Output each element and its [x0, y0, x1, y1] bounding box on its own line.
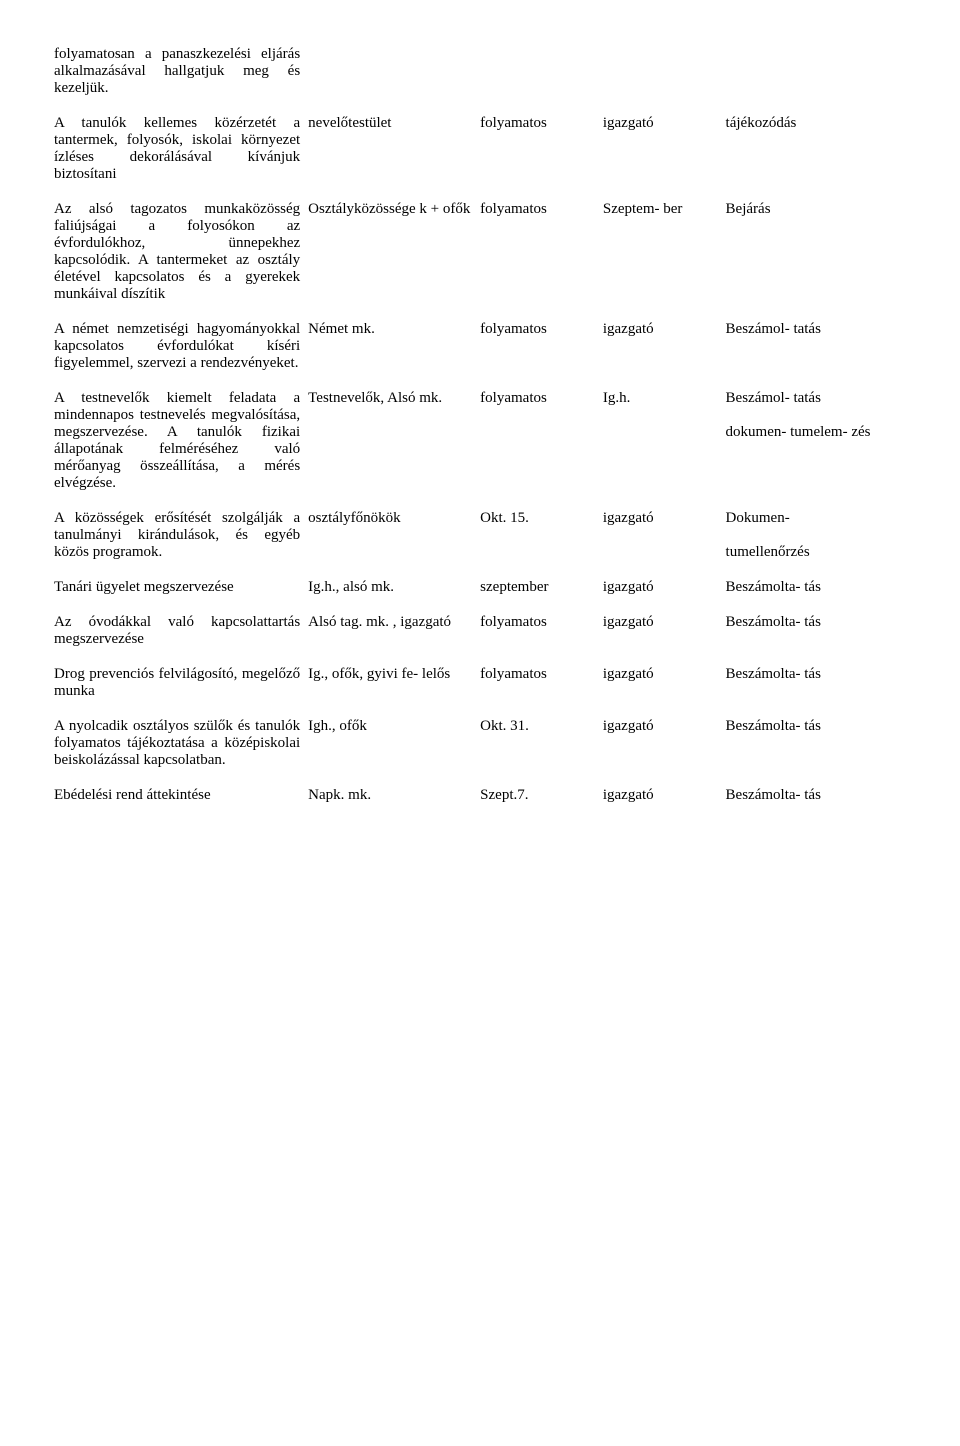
cell-desc: A nyolcadik osztályos szülők és tanulók …: [50, 712, 304, 781]
table-row: A tanulók kellemes közérzetét a tanterme…: [50, 109, 910, 195]
table-row: Az óvodákkal való kapcsolattartás megsze…: [50, 608, 910, 660]
cell-c3: folyamatos: [476, 660, 599, 712]
table-row: A nyolcadik osztályos szülők és tanulók …: [50, 712, 910, 781]
cell-c4: igazgató: [599, 504, 722, 573]
cell-c4: igazgató: [599, 781, 722, 816]
cell-c2: osztályfőnökök: [304, 504, 476, 573]
cell-c3: [476, 40, 599, 109]
cell-c4: [599, 40, 722, 109]
cell-c4: Szeptem- ber: [599, 195, 722, 315]
cell-c4: igazgató: [599, 608, 722, 660]
document-table: folyamatosan a panaszkezelési eljárás al…: [50, 40, 910, 816]
cell-c3: Szept.7.: [476, 781, 599, 816]
cell-c5: Bejárás: [722, 195, 910, 315]
cell-c5: Beszámolta- tás: [722, 573, 910, 608]
cell-c3: szeptember: [476, 573, 599, 608]
table-row: Az alsó tagozatos munkaközösség faliújsá…: [50, 195, 910, 315]
cell-c3: folyamatos: [476, 195, 599, 315]
cell-desc: A közösségek erősítését szolgálják a tan…: [50, 504, 304, 573]
cell-c2: Testnevelők, Alsó mk.: [304, 384, 476, 504]
cell-c4: igazgató: [599, 573, 722, 608]
cell-c3: folyamatos: [476, 384, 599, 504]
cell-c5: [722, 40, 910, 109]
cell-c4: igazgató: [599, 712, 722, 781]
cell-c5: Dokumen-tumellenőrzés: [722, 504, 910, 573]
cell-desc: Az óvodákkal való kapcsolattartás megsze…: [50, 608, 304, 660]
table-body: folyamatosan a panaszkezelési eljárás al…: [50, 40, 910, 816]
cell-desc: A testnevelők kiemelt feladata a mindenn…: [50, 384, 304, 504]
cell-c3: folyamatos: [476, 608, 599, 660]
cell-desc: folyamatosan a panaszkezelési eljárás al…: [50, 40, 304, 109]
cell-c5: Beszámolta- tás: [722, 608, 910, 660]
table-row: A közösségek erősítését szolgálják a tan…: [50, 504, 910, 573]
cell-c4: igazgató: [599, 315, 722, 384]
cell-c5: Beszámol- tatás: [722, 315, 910, 384]
cell-c2: Ig., ofők, gyivi fe- lelős: [304, 660, 476, 712]
cell-c2: Osztályközössége k + ofők: [304, 195, 476, 315]
table-row: A német nemzetiségi hagyományokkal kapcs…: [50, 315, 910, 384]
cell-c2: nevelőtestület: [304, 109, 476, 195]
table-row: Ebédelési rend áttekintése Napk. mk. Sze…: [50, 781, 910, 816]
cell-desc: Az alsó tagozatos munkaközösség faliújsá…: [50, 195, 304, 315]
cell-c5: Beszámolta- tás: [722, 781, 910, 816]
cell-desc: A német nemzetiségi hagyományokkal kapcs…: [50, 315, 304, 384]
table-row: Drog prevenciós felvilágosító, megelőző …: [50, 660, 910, 712]
table-row: A testnevelők kiemelt feladata a mindenn…: [50, 384, 910, 504]
cell-desc: Ebédelési rend áttekintése: [50, 781, 304, 816]
cell-c5: Beszámolta- tás: [722, 712, 910, 781]
cell-c3: Okt. 15.: [476, 504, 599, 573]
cell-c2: Napk. mk.: [304, 781, 476, 816]
cell-c2: Alsó tag. mk. , igazgató: [304, 608, 476, 660]
cell-c3: Okt. 31.: [476, 712, 599, 781]
cell-c2: Ig.h., alsó mk.: [304, 573, 476, 608]
cell-c3: folyamatos: [476, 109, 599, 195]
cell-c2: Német mk.: [304, 315, 476, 384]
cell-desc: Drog prevenciós felvilágosító, megelőző …: [50, 660, 304, 712]
table-row: folyamatosan a panaszkezelési eljárás al…: [50, 40, 910, 109]
cell-c4: Ig.h.: [599, 384, 722, 504]
cell-c5: tájékozódás: [722, 109, 910, 195]
cell-c4: igazgató: [599, 660, 722, 712]
cell-c3: folyamatos: [476, 315, 599, 384]
cell-c2: Igh., ofők: [304, 712, 476, 781]
cell-c5: Beszámolta- tás: [722, 660, 910, 712]
cell-desc: A tanulók kellemes közérzetét a tanterme…: [50, 109, 304, 195]
cell-c4: igazgató: [599, 109, 722, 195]
cell-c2: [304, 40, 476, 109]
table-row: Tanári ügyelet megszervezése Ig.h., alsó…: [50, 573, 910, 608]
cell-c5: Beszámol- tatásdokumen- tumelem- zés: [722, 384, 910, 504]
cell-desc: Tanári ügyelet megszervezése: [50, 573, 304, 608]
